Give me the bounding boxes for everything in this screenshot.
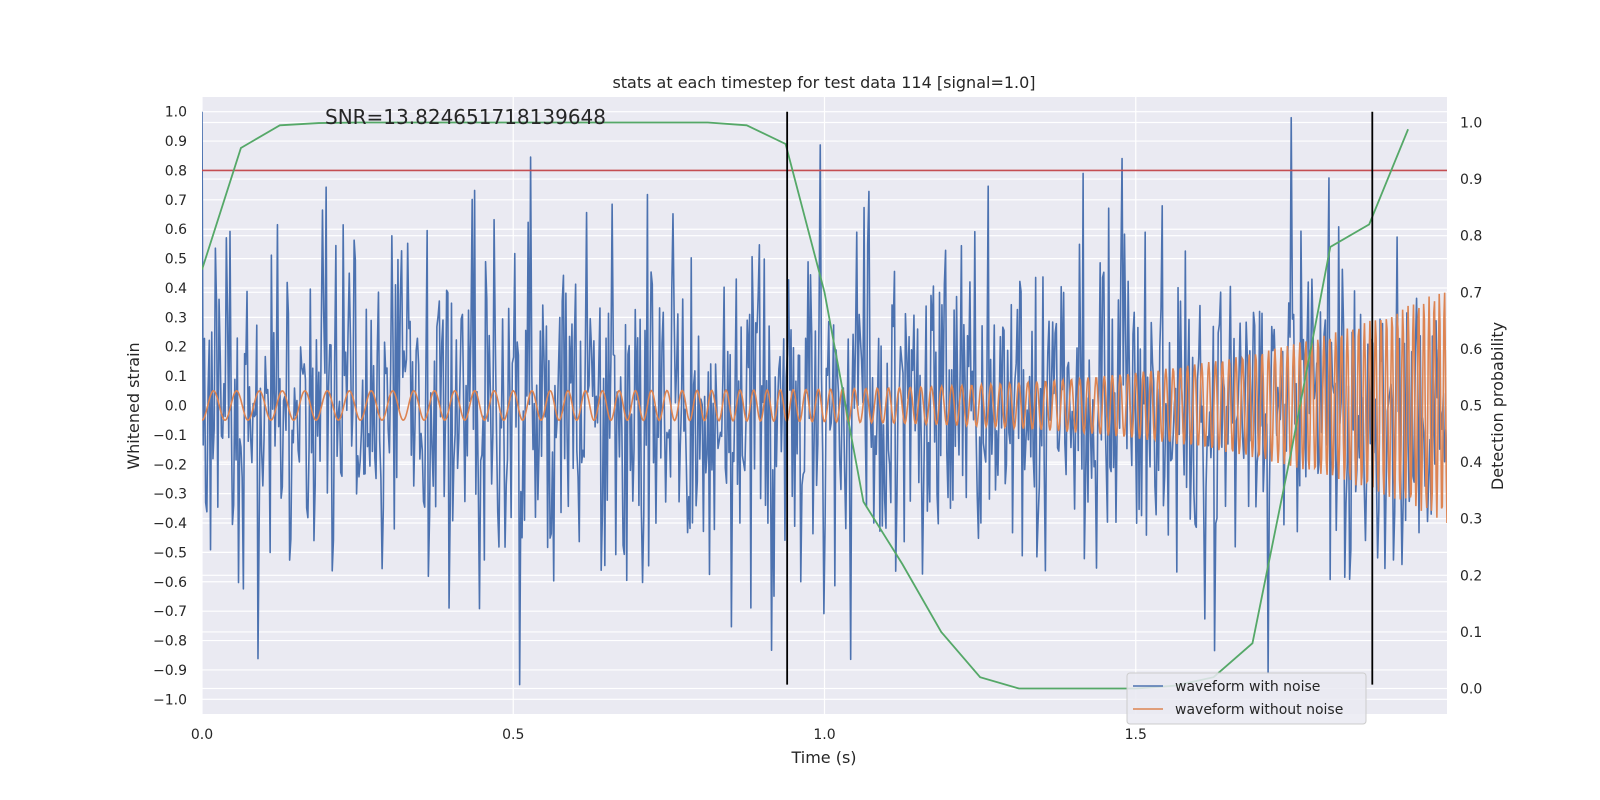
- y-tick-label: 0.8: [165, 163, 187, 179]
- y-tick-label: 0.0: [165, 399, 187, 415]
- series-waveform-with-noise: [202, 111, 1447, 686]
- x-tick-label: 0.0: [191, 727, 213, 743]
- y-tick-label: −0.1: [153, 428, 187, 444]
- y2-tick-label: 0.9: [1460, 172, 1482, 188]
- y2-tick-label: 0.2: [1460, 568, 1482, 584]
- y2-axis-title: Detection probability: [1488, 322, 1507, 490]
- axis-ticks: 0.0 0.5 1.0 1.5 1.0 0.9 0.8 0.7 0.6 0.5 0.4 0.3 0.2 0…: [153, 105, 1482, 743]
- event-markers: [786, 111, 1374, 685]
- y2-tick-label: 0.5: [1460, 399, 1482, 415]
- y2-tick-label: 0.3: [1460, 512, 1482, 528]
- y-tick-label: −1.0: [153, 692, 187, 708]
- y-tick-label: 0.3: [165, 310, 187, 326]
- snr-annotation: SNR=13.824651718139648: [325, 105, 606, 129]
- y-tick-label: 0.1: [165, 369, 187, 385]
- y-tick-label: −0.7: [153, 604, 187, 620]
- y-tick-label: 0.2: [165, 340, 187, 356]
- y2-tick-label: 0.1: [1460, 625, 1482, 641]
- y-tick-label: 0.7: [165, 193, 187, 209]
- x-tick-label: 1.5: [1125, 727, 1147, 743]
- y-axis-title: Whitened strain: [124, 342, 143, 469]
- legend-frame: [1126, 672, 1367, 725]
- y-tick-label: −0.8: [153, 634, 187, 650]
- y2-tick-label: 0.6: [1460, 342, 1482, 358]
- y2-tick-label: 0.7: [1460, 285, 1482, 301]
- y-tick-label: 0.9: [165, 134, 187, 150]
- y2-tick-label: 0.4: [1460, 455, 1482, 471]
- y-tick-label: 0.4: [165, 281, 187, 297]
- chart-title: stats at each timestep for test data 114…: [612, 73, 1035, 92]
- legend-label-clean: waveform without noise: [1175, 702, 1343, 718]
- y-tick-label: −0.2: [153, 457, 187, 473]
- y-tick-label: 1.0: [165, 105, 187, 121]
- y2-tick-label: 1.0: [1460, 115, 1482, 131]
- x-tick-label: 1.0: [813, 727, 835, 743]
- x-axis-title: Time (s): [790, 748, 856, 767]
- y-tick-label: −0.5: [153, 545, 187, 561]
- y-tick-label: −0.9: [153, 663, 187, 679]
- y-tick-label: −0.4: [153, 516, 187, 532]
- series-waveform-without-noise: [202, 292, 1447, 524]
- y-tick-label: 0.6: [165, 222, 187, 238]
- y2-tick-label: 0.8: [1460, 229, 1482, 245]
- y-tick-label: 0.5: [165, 252, 187, 268]
- y-tick-label: −0.3: [153, 487, 187, 503]
- x-tick-label: 0.5: [502, 727, 524, 743]
- y-tick-label: −0.6: [153, 575, 187, 591]
- legend-label-noise: waveform with noise: [1175, 679, 1320, 695]
- y2-tick-label: 0.0: [1460, 682, 1482, 698]
- legend: waveform with noise waveform without noi…: [1126, 672, 1367, 725]
